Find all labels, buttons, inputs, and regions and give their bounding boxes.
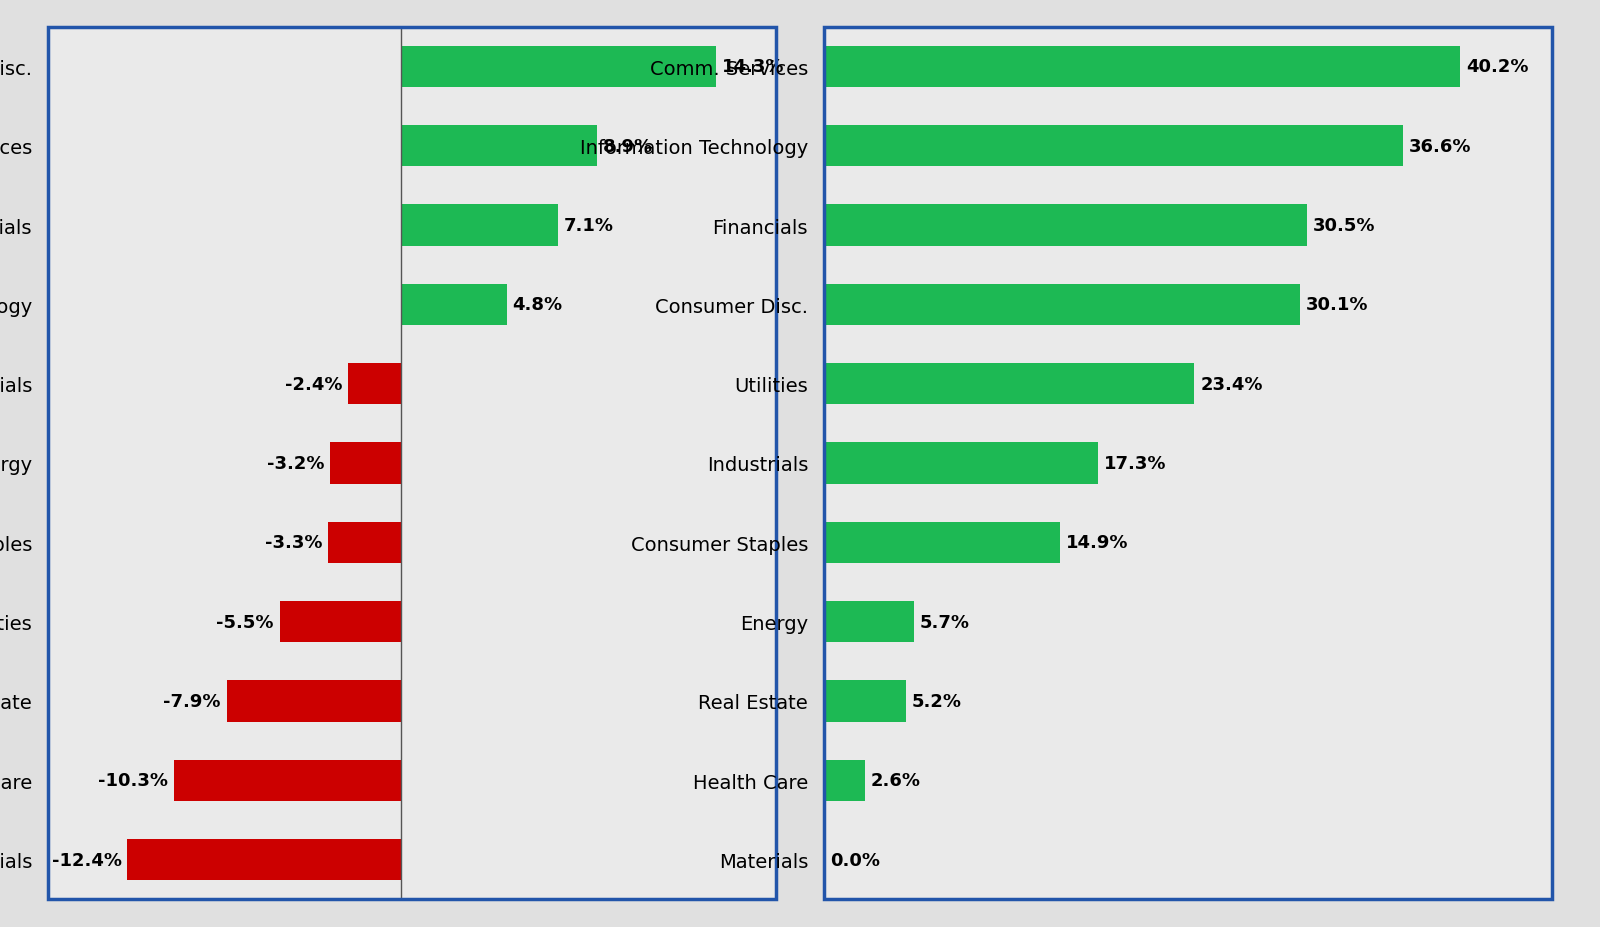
Text: 7.1%: 7.1% <box>563 217 613 235</box>
Bar <box>824 443 1098 484</box>
Text: 8.9%: 8.9% <box>603 137 653 156</box>
Bar <box>349 363 402 405</box>
Text: 2.6%: 2.6% <box>870 771 922 790</box>
Text: -2.4%: -2.4% <box>285 375 342 393</box>
Text: -7.9%: -7.9% <box>163 692 221 710</box>
Text: 30.5%: 30.5% <box>1312 217 1374 235</box>
Bar <box>174 760 402 801</box>
Bar <box>128 839 402 880</box>
Text: 14.3%: 14.3% <box>722 58 784 76</box>
Bar <box>824 522 1059 564</box>
Text: Total Return: Total Return <box>352 0 472 2</box>
Bar <box>280 602 402 642</box>
Text: 40.2%: 40.2% <box>1466 58 1528 76</box>
Text: -3.3%: -3.3% <box>266 534 322 552</box>
Text: 36.6%: 36.6% <box>1410 137 1472 156</box>
Bar <box>824 205 1307 247</box>
Text: -5.5%: -5.5% <box>216 613 274 631</box>
Bar <box>824 126 1403 167</box>
Text: -10.3%: -10.3% <box>98 771 168 790</box>
Bar <box>402 205 558 247</box>
Bar <box>824 363 1194 405</box>
Text: 17.3%: 17.3% <box>1104 454 1166 473</box>
Bar <box>227 680 402 722</box>
Bar <box>824 47 1461 88</box>
Bar <box>824 760 866 801</box>
Bar <box>824 285 1301 325</box>
Bar <box>824 602 914 642</box>
Text: -3.2%: -3.2% <box>267 454 325 473</box>
Bar <box>402 47 717 88</box>
Text: 23.4%: 23.4% <box>1200 375 1262 393</box>
Bar <box>824 680 906 722</box>
Text: -12.4%: -12.4% <box>51 851 122 869</box>
Bar <box>402 126 597 167</box>
Bar <box>328 522 402 564</box>
Text: 14.9%: 14.9% <box>1066 534 1128 552</box>
Text: 30.1%: 30.1% <box>1306 296 1368 314</box>
Text: 5.2%: 5.2% <box>912 692 962 710</box>
Text: 0.0%: 0.0% <box>830 851 880 869</box>
Bar <box>48 28 776 899</box>
Text: 5.7%: 5.7% <box>920 613 970 631</box>
Bar <box>824 28 1552 899</box>
Bar <box>330 443 402 484</box>
Text: 4.8%: 4.8% <box>512 296 563 314</box>
Text: Total Return: Total Return <box>1128 0 1248 2</box>
Bar <box>402 285 507 325</box>
